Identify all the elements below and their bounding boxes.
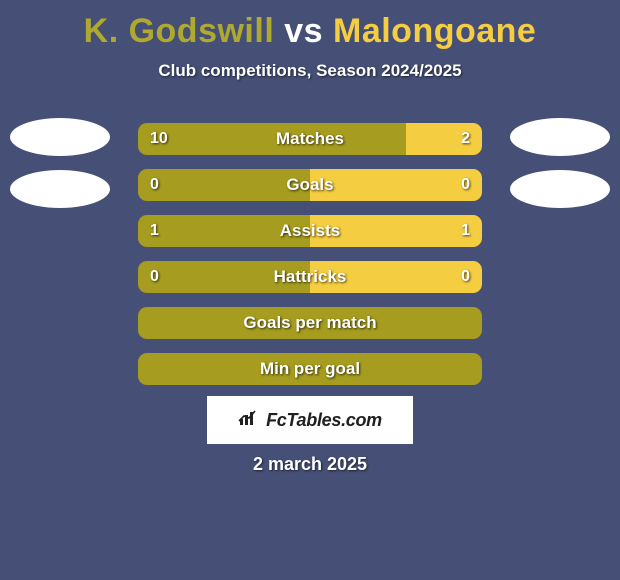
player1-photo-placeholder xyxy=(10,118,110,156)
player2-photo-placeholder xyxy=(510,118,610,156)
player1-photo-area xyxy=(10,118,110,222)
stat-label: Goals per match xyxy=(138,307,482,339)
player2-photo-area xyxy=(510,118,610,222)
stat-label: Goals xyxy=(138,169,482,201)
logo-text: FcTables.com xyxy=(266,410,382,431)
stat-label: Hattricks xyxy=(138,261,482,293)
stat-value-left: 10 xyxy=(150,123,168,155)
stat-row: Matches10 2 xyxy=(138,123,482,155)
stat-label: Min per goal xyxy=(138,353,482,385)
player1-club-placeholder xyxy=(10,170,110,208)
stat-value-right: 0 xyxy=(461,261,470,293)
stat-row: Min per goal xyxy=(138,353,482,385)
stat-value-left: 0 xyxy=(150,261,159,293)
stat-row: Hattricks0 0 xyxy=(138,261,482,293)
infographic-container: K. Godswill vs Malongoane Club competiti… xyxy=(0,0,620,580)
stat-label: Matches xyxy=(138,123,482,155)
subtitle: Club competitions, Season 2024/2025 xyxy=(0,61,620,81)
stat-row: Goals per match xyxy=(138,307,482,339)
stat-value-right: 1 xyxy=(461,215,470,247)
stat-value-right: 2 xyxy=(461,123,470,155)
stat-value-left: 0 xyxy=(150,169,159,201)
chart-icon xyxy=(238,409,260,432)
date-text: 2 march 2025 xyxy=(0,454,620,475)
stats-bars: Matches102Goals00Assists11Hattricks00Goa… xyxy=(138,123,482,399)
logo-box: FcTables.com xyxy=(207,396,413,444)
title-player1: K. Godswill xyxy=(84,12,275,50)
stat-value-right: 0 xyxy=(461,169,470,201)
stat-value-left: 1 xyxy=(150,215,159,247)
stat-row: Assists1 1 xyxy=(138,215,482,247)
player2-club-placeholder xyxy=(510,170,610,208)
title-player2: Malongoane xyxy=(333,12,536,50)
stat-label: Assists xyxy=(138,215,482,247)
title-vs: vs xyxy=(284,12,323,50)
stat-row: Goals0 0 xyxy=(138,169,482,201)
page-title: K. Godswill vs Malongoane xyxy=(0,0,620,51)
